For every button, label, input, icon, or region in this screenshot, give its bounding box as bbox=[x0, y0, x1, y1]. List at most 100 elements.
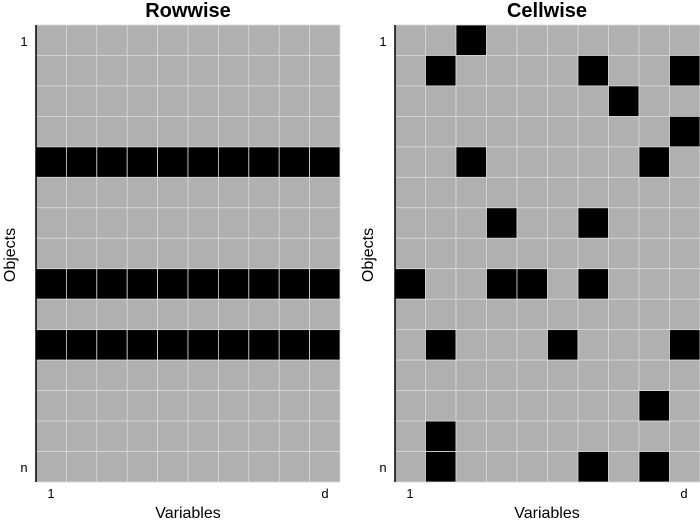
outlier-cell bbox=[638, 146, 670, 178]
outlier-cell bbox=[425, 329, 457, 361]
matrix-cell bbox=[455, 55, 487, 87]
matrix-cell bbox=[547, 268, 579, 300]
outlier-cell bbox=[278, 329, 311, 361]
outlier-cell bbox=[96, 329, 128, 361]
outlier-cell bbox=[394, 268, 426, 300]
matrix-cell bbox=[577, 116, 609, 148]
outlier-cell bbox=[608, 85, 640, 117]
matrix-cell bbox=[516, 298, 548, 331]
matrix-cell bbox=[157, 359, 189, 392]
matrix-cell bbox=[66, 55, 98, 87]
matrix-cell bbox=[669, 146, 700, 178]
rowwise-title: Rowwise bbox=[145, 0, 231, 22]
matrix-cell bbox=[35, 55, 67, 87]
matrix-cell bbox=[217, 420, 250, 452]
matrix-cell bbox=[394, 85, 426, 117]
matrix-cell bbox=[486, 116, 518, 148]
matrix-cell bbox=[217, 390, 250, 422]
outlier-cell bbox=[278, 146, 311, 178]
matrix-cell bbox=[309, 116, 341, 148]
matrix-cell bbox=[394, 55, 426, 87]
matrix-cell bbox=[126, 176, 158, 209]
matrix-cell bbox=[248, 451, 280, 483]
matrix-cell bbox=[187, 55, 219, 87]
matrix-cell bbox=[455, 116, 487, 148]
rowwise-panel: Rowwise 1 n 1 d Variables Objects bbox=[2, 0, 341, 521]
matrix-cell bbox=[248, 298, 280, 331]
matrix-cell bbox=[394, 176, 426, 209]
outlier-cell bbox=[187, 268, 219, 300]
matrix-cell bbox=[248, 390, 280, 422]
matrix-cell bbox=[309, 237, 341, 270]
matrix-cell bbox=[516, 359, 548, 392]
matrix-cell bbox=[66, 24, 98, 56]
outlier-cell bbox=[187, 146, 219, 178]
matrix-cell bbox=[394, 207, 426, 239]
matrix-cell bbox=[248, 207, 280, 239]
matrix-cell bbox=[96, 237, 128, 270]
matrix-cell bbox=[126, 116, 158, 148]
matrix-cell bbox=[157, 420, 189, 452]
matrix-cell bbox=[278, 24, 311, 56]
matrix-cell bbox=[217, 116, 250, 148]
matrix-cell bbox=[516, 116, 548, 148]
matrix-cell bbox=[126, 298, 158, 331]
matrix-cell bbox=[187, 359, 219, 392]
matrix-cell bbox=[187, 420, 219, 452]
matrix-cell bbox=[516, 85, 548, 117]
matrix-cell bbox=[638, 329, 670, 361]
matrix-cell bbox=[126, 359, 158, 392]
matrix-cell bbox=[638, 298, 670, 331]
matrix-cell bbox=[309, 359, 341, 392]
matrix-cell bbox=[35, 359, 67, 392]
cellwise-y-label: Objects bbox=[360, 228, 377, 282]
matrix-cell bbox=[248, 24, 280, 56]
matrix-cell bbox=[425, 146, 457, 178]
matrix-cell bbox=[157, 24, 189, 56]
matrix-cell bbox=[394, 298, 426, 331]
matrix-cell bbox=[66, 176, 98, 209]
outlier-cell bbox=[217, 268, 250, 300]
matrix-cell bbox=[126, 55, 158, 87]
matrix-cell bbox=[66, 390, 98, 422]
outlier-cell bbox=[425, 55, 457, 87]
matrix-cell bbox=[187, 451, 219, 483]
matrix-cell bbox=[126, 390, 158, 422]
matrix-cell bbox=[638, 359, 670, 392]
outlier-cell bbox=[66, 329, 98, 361]
matrix-cell bbox=[669, 268, 700, 300]
matrix-cell bbox=[547, 420, 579, 452]
matrix-cell bbox=[96, 420, 128, 452]
matrix-cell bbox=[425, 359, 457, 392]
matrix-cell bbox=[608, 451, 640, 483]
cellwise-x-tick-first: 1 bbox=[406, 486, 413, 501]
outlier-cell bbox=[248, 329, 280, 361]
matrix-cell bbox=[547, 176, 579, 209]
matrix-cell bbox=[309, 24, 341, 56]
rowwise-x-label: Variables bbox=[155, 505, 221, 521]
matrix-cell bbox=[638, 268, 670, 300]
matrix-cell bbox=[96, 298, 128, 331]
matrix-cell bbox=[455, 176, 487, 209]
matrix-cell bbox=[126, 207, 158, 239]
matrix-cell bbox=[126, 451, 158, 483]
rowwise-matrix bbox=[35, 24, 341, 483]
outlier-cell bbox=[577, 268, 609, 300]
outlier-cell bbox=[309, 146, 341, 178]
matrix-cell bbox=[608, 268, 640, 300]
outlier-cell bbox=[248, 268, 280, 300]
matrix-cell bbox=[35, 237, 67, 270]
matrix-cell bbox=[278, 420, 311, 452]
matrix-cell bbox=[278, 390, 311, 422]
matrix-cell bbox=[608, 55, 640, 87]
rowwise-y-label: Objects bbox=[2, 228, 19, 282]
matrix-cell bbox=[486, 237, 518, 270]
matrix-cell bbox=[35, 85, 67, 117]
matrix-cell bbox=[425, 298, 457, 331]
matrix-cell bbox=[217, 85, 250, 117]
matrix-cell bbox=[638, 176, 670, 209]
matrix-cell bbox=[425, 85, 457, 117]
matrix-cell bbox=[577, 85, 609, 117]
matrix-cell bbox=[608, 237, 640, 270]
matrix-cell bbox=[577, 329, 609, 361]
